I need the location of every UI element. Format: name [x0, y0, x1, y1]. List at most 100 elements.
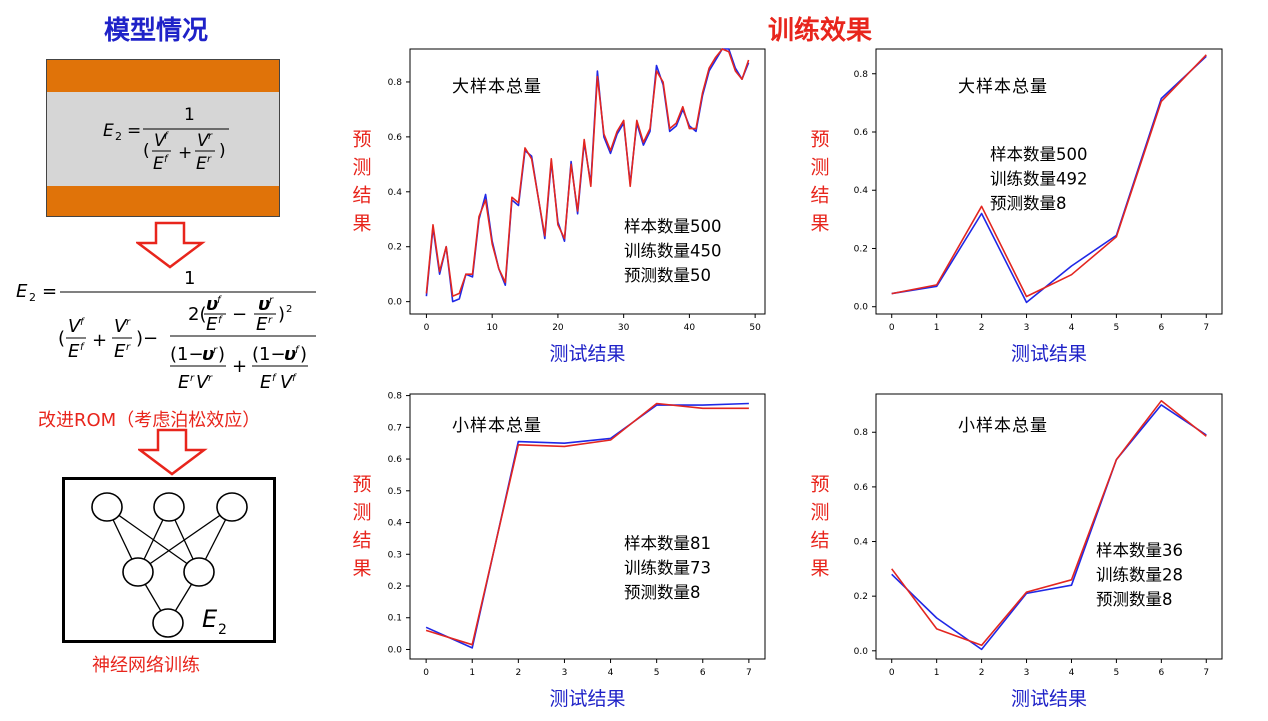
hidden-node [183, 557, 215, 587]
plot-frame [409, 48, 766, 315]
y-axis-label: 预测结果 [352, 129, 371, 235]
x-tick-label: 3 [1024, 668, 1030, 678]
sample-info-line: 训练数量73 [624, 559, 711, 578]
x-tick-label: 3 [562, 668, 568, 678]
svg-text:υ: υ [284, 344, 296, 365]
x-axis-label: 测试结果 [549, 343, 625, 365]
model-section-title: 模型情况 [104, 16, 209, 46]
y-tick-label: 0.3 [388, 550, 402, 560]
x-tick-label: 30 [618, 323, 630, 333]
svg-text:E: E [206, 314, 218, 335]
svg-text:f: f [218, 315, 223, 326]
input-node [216, 492, 248, 522]
svg-text:r: r [126, 342, 131, 353]
y-tick-label: 0.5 [388, 487, 402, 497]
svg-text:f: f [80, 317, 85, 328]
svg-text:): ) [278, 304, 285, 325]
x-tick-label: 7 [1203, 668, 1209, 678]
x-tick-label: 5 [1114, 323, 1120, 333]
y-axis-label: 预测结果 [352, 474, 371, 580]
x-tick-label: 0 [424, 323, 430, 333]
svg-text:(1−: (1− [170, 344, 204, 365]
x-tick-label: 6 [1158, 668, 1164, 678]
blue-series-line [891, 404, 1207, 651]
svg-text:υ: υ [206, 294, 218, 315]
x-axis-label: 测试结果 [1011, 343, 1087, 365]
svg-text:f: f [272, 373, 277, 384]
svg-text:V: V [280, 372, 294, 393]
sample-info-line: 训练数量28 [1096, 566, 1183, 585]
svg-text:f: f [295, 345, 300, 356]
svg-text:2(: 2( [188, 304, 206, 325]
svg-text:f: f [164, 131, 169, 142]
y-tick-label: 0.8 [388, 392, 403, 402]
x-tick-label: 5 [654, 668, 660, 678]
y-tick-label: 0.6 [854, 483, 869, 493]
x-tick-label: 2 [515, 668, 521, 678]
svg-text:E: E [153, 154, 164, 174]
svg-text:f: f [217, 295, 222, 306]
svg-text:E: E [196, 154, 207, 174]
y-tick-label: 0.6 [854, 128, 869, 138]
svg-text:): ) [300, 344, 307, 365]
down-arrow-icon [136, 221, 206, 269]
x-tick-label: 4 [1069, 323, 1075, 333]
formula-numerator: 1 [184, 105, 195, 125]
y-tick-label: 0.1 [388, 614, 402, 624]
x-tick-label: 10 [486, 323, 498, 333]
svg-text:=: = [42, 281, 57, 302]
y-tick-label: 0.0 [854, 303, 869, 313]
red-series-line [425, 402, 749, 646]
y-tick-label: 0.2 [388, 243, 402, 253]
x-axis-label: 测试结果 [549, 688, 625, 710]
svg-text:+: + [178, 143, 192, 163]
svg-text:r: r [213, 345, 218, 356]
x-tick-label: 6 [1158, 323, 1164, 333]
svg-text:V: V [114, 316, 128, 337]
y-tick-label: 0.8 [854, 428, 869, 438]
svg-text:r: r [268, 315, 273, 326]
svg-text:V: V [197, 131, 210, 151]
svg-text:+: + [92, 330, 107, 351]
svg-text:(: ( [58, 328, 65, 349]
sample-info-line: 预测数量50 [624, 266, 711, 285]
x-tick-label: 2 [979, 668, 985, 678]
results-section-title: 训练效果 [768, 16, 873, 46]
svg-text:V: V [154, 131, 167, 151]
x-tick-label: 40 [684, 323, 696, 333]
hidden-node [122, 557, 154, 587]
y-axis-label: 预测结果 [810, 474, 829, 580]
svg-text:υ: υ [202, 344, 214, 365]
svg-text:E: E [16, 281, 28, 302]
svg-text:E: E [256, 314, 268, 335]
svg-text:)−: )− [136, 328, 158, 349]
y-tick-label: 0.6 [388, 133, 403, 143]
svg-text:E: E [68, 341, 80, 362]
svg-text:r: r [190, 373, 195, 384]
sample-info-line: 训练数量450 [624, 242, 722, 261]
chart-annotation: 大样本总量 [452, 77, 542, 97]
svg-text:E: E [260, 372, 272, 393]
y-tick-label: 0.4 [854, 538, 869, 548]
svg-text:(1−: (1− [252, 344, 286, 365]
svg-text:+: + [232, 356, 247, 377]
svg-text:r: r [269, 295, 274, 306]
rom-caption: 改进ROM（考虑泊松效应） [38, 410, 261, 431]
x-tick-label: 6 [700, 668, 706, 678]
svg-text:r: r [208, 373, 213, 384]
svg-text:f: f [80, 342, 85, 353]
x-tick-label: 1 [934, 668, 940, 678]
x-tick-label: 5 [1114, 668, 1120, 678]
sample-info-line: 预测数量8 [990, 194, 1067, 213]
x-tick-label: 7 [746, 668, 752, 678]
svg-text:υ: υ [258, 294, 270, 315]
x-axis-label: 测试结果 [1011, 688, 1087, 710]
svg-text:=: = [127, 121, 141, 141]
x-tick-label: 1 [469, 668, 475, 678]
x-tick-label: 20 [552, 323, 564, 333]
